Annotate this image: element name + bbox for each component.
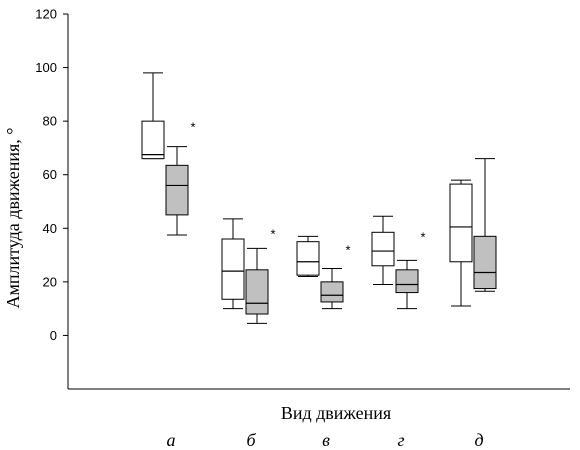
box-1-г xyxy=(371,215,395,286)
significance-star: * xyxy=(420,229,425,244)
box-2-в xyxy=(320,267,344,310)
category-label: а xyxy=(167,430,176,450)
box-2-а xyxy=(165,146,189,236)
iqr-box xyxy=(449,183,473,263)
category-labels: а б в г д xyxy=(167,430,484,450)
iqr-box xyxy=(165,164,189,216)
box-2-г xyxy=(395,259,419,310)
iqr-box xyxy=(395,269,419,294)
y-tick-label: 20 xyxy=(43,274,57,289)
box-1-б xyxy=(221,218,245,310)
y-tick-label: 0 xyxy=(50,328,57,343)
box-1-в xyxy=(296,235,320,277)
y-tick-label: 120 xyxy=(35,7,57,22)
box-1-д xyxy=(449,179,473,307)
box-2-д xyxy=(473,158,497,292)
y-axis-ticks: 0 20 40 60 80 100 120 xyxy=(35,7,68,343)
y-axis-title: Амплитуда движения, ° xyxy=(3,127,23,308)
category-label: в xyxy=(322,430,330,450)
iqr-box xyxy=(221,238,245,300)
iqr-box xyxy=(371,231,395,267)
category-label: д xyxy=(474,430,483,450)
y-tick-label: 60 xyxy=(43,167,57,182)
iqr-box xyxy=(141,120,165,160)
iqr-box xyxy=(473,235,497,290)
box-2-б xyxy=(245,247,269,324)
category-label: г xyxy=(397,430,404,450)
iqr-box xyxy=(296,241,320,276)
box-1-а xyxy=(141,72,165,160)
significance-star: * xyxy=(270,227,275,242)
y-tick-label: 100 xyxy=(35,60,57,75)
x-axis-title: Вид движения xyxy=(281,403,391,423)
category-label: б xyxy=(246,430,256,450)
y-tick-label: 40 xyxy=(43,221,57,236)
significance-markers: * * * * xyxy=(190,120,425,258)
iqr-box xyxy=(245,269,269,315)
boxes xyxy=(141,72,497,324)
significance-star: * xyxy=(345,243,350,258)
iqr-box xyxy=(320,281,344,303)
significance-star: * xyxy=(190,120,195,135)
y-tick-label: 80 xyxy=(43,114,57,129)
